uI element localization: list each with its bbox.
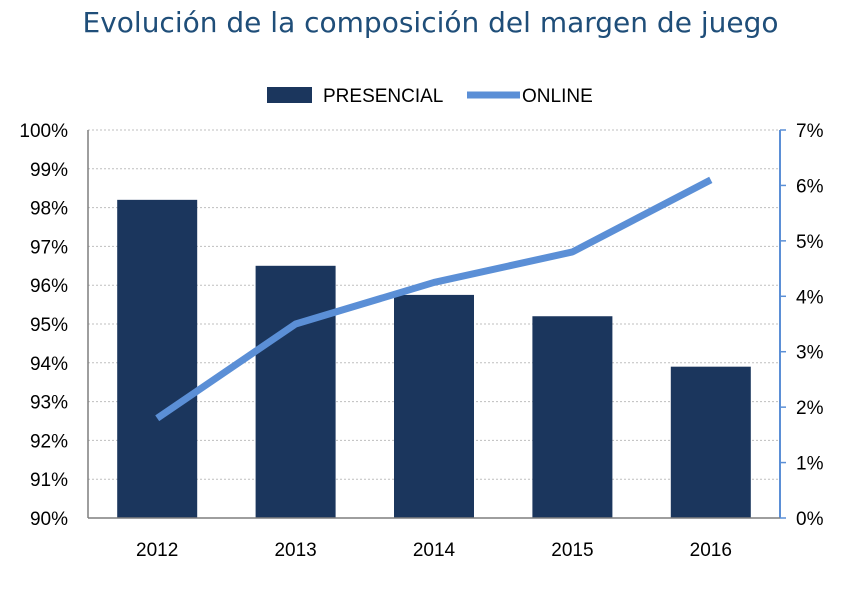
x-tick-label: 2015 — [551, 540, 593, 561]
y-right-tick-label: 7% — [796, 121, 824, 142]
bar-presencial — [532, 316, 613, 518]
legend-label-presencial: PRESENCIAL — [323, 86, 443, 107]
y-left-tick-label: 91% — [30, 470, 68, 491]
y-right-tick-label: 0% — [796, 509, 824, 530]
y-left-tick-label: 90% — [30, 509, 68, 530]
y-left-tick-label: 93% — [30, 393, 68, 414]
y-right-tick-label: 3% — [796, 343, 824, 364]
x-tick-label: 2012 — [136, 540, 178, 561]
x-tick-label: 2014 — [413, 540, 456, 561]
legend-label-online: ONLINE — [522, 86, 593, 107]
x-tick-label: 2016 — [690, 540, 732, 561]
y-left-tick-label: 96% — [30, 276, 68, 297]
bar-presencial — [255, 265, 336, 518]
y-left-tick-label: 92% — [30, 431, 68, 452]
y-left-tick-label: 98% — [30, 199, 68, 220]
y-left-tick-label: 97% — [30, 237, 68, 258]
y-right-tick-label: 1% — [796, 454, 824, 475]
bar-series — [117, 199, 751, 518]
legend: PRESENCIAL ONLINE — [267, 86, 593, 107]
y-right-tick-label: 6% — [796, 176, 824, 197]
x-tick-label: 2013 — [274, 540, 316, 561]
bar-presencial — [117, 199, 198, 518]
bar-presencial — [394, 294, 474, 518]
y-right-tick-label: 4% — [796, 287, 824, 308]
line-series — [155, 176, 713, 422]
bar-presencial — [670, 366, 751, 518]
axes: 90% 91% 92% 93% 94% 95% 96% 97% 98% 99% 100% 0% 1% 2%… — [19, 121, 823, 561]
y-right-tick-label: 5% — [796, 232, 824, 253]
y-left-tick-label: 99% — [30, 160, 68, 181]
y-left-tick-label: 94% — [30, 354, 68, 375]
legend-swatch-presencial — [267, 87, 312, 103]
y-right-tick-label: 2% — [796, 398, 824, 419]
y-left-tick-label: 100% — [19, 121, 68, 142]
chart-title: Evolución de la composición del margen d… — [82, 6, 779, 39]
y-left-tick-label: 95% — [30, 315, 68, 336]
